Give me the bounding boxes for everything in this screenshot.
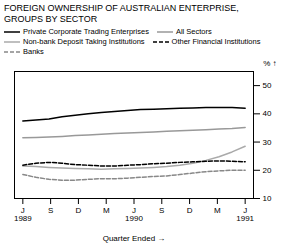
svg-text:10: 10 (263, 194, 272, 203)
svg-text:1991: 1991 (236, 214, 254, 223)
svg-text:50: 50 (263, 81, 272, 90)
html-text:FOREIGN OWNERSHIP OF AUSTRALIA: FOREIGN OWNERSHIP OF AUSTRALIAN ENTERPRI… (4, 3, 239, 24)
svg-text:J: J (20, 206, 25, 216)
svg-text:20: 20 (263, 166, 272, 175)
svg-text:30: 30 (263, 138, 272, 147)
svg-text:M: M (214, 206, 221, 215)
html-text:Private Corporate Trading Ente: Private Corporate Trading Enterprises (23, 27, 149, 36)
html-text:Banks: Banks (23, 47, 44, 56)
html-text:Other Financial Institutions: Other Financial Institutions (171, 37, 261, 46)
svg-text:S: S (48, 206, 53, 215)
svg-text:1989: 1989 (14, 214, 32, 223)
svg-text:Quarter Ended →: Quarter Ended → (103, 234, 166, 243)
svg-text:S: S (159, 206, 164, 215)
svg-text:D: D (187, 206, 193, 215)
svg-text:1990: 1990 (125, 214, 143, 223)
svg-text:D: D (76, 206, 82, 215)
svg-text:40: 40 (263, 109, 272, 118)
svg-text:J: J (132, 206, 136, 216)
svg-text:% ↑: % ↑ (263, 59, 276, 68)
svg-text:M: M (103, 206, 110, 215)
html-text:Non-bank Deposit Taking Instit: Non-bank Deposit Taking Institutions (23, 37, 145, 46)
html-text:All Sectors: All Sectors (175, 27, 212, 36)
svg-text:J: J (243, 206, 248, 216)
